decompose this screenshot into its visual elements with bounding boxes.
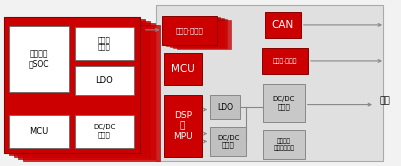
Bar [4, 17, 140, 153]
Text: 运算器件
比较器放大器: 运算器件 比较器放大器 [273, 139, 294, 151]
Text: 摄像传感
器SOC: 摄像传感 器SOC [28, 49, 49, 69]
Text: 电池: 电池 [380, 97, 390, 106]
Bar [162, 16, 217, 45]
Bar [263, 130, 305, 159]
Text: DSP
或
MPU: DSP 或 MPU [173, 111, 192, 141]
Text: MCU: MCU [29, 127, 49, 136]
Text: DC/DC
转换器: DC/DC 转换器 [217, 135, 239, 148]
Bar [164, 95, 202, 157]
Bar [156, 5, 383, 161]
Bar [164, 53, 202, 85]
Text: 单化器
转换器: 单化器 转换器 [98, 36, 111, 50]
Bar [210, 95, 240, 119]
Text: LDO: LDO [95, 76, 113, 85]
Text: 单化器·转换器: 单化器·转换器 [176, 27, 203, 34]
Text: DC/DC
转换器: DC/DC 转换器 [93, 124, 115, 138]
Bar [262, 48, 308, 74]
Text: DC/DC
转换器: DC/DC 转换器 [273, 96, 295, 110]
Text: CAN: CAN [271, 20, 294, 30]
Text: 单化器·解用器: 单化器·解用器 [273, 58, 297, 64]
Bar [75, 115, 134, 148]
Bar [177, 20, 231, 49]
Bar [9, 19, 145, 155]
Bar [263, 84, 305, 122]
Text: MCU: MCU [171, 64, 194, 74]
Text: LDO: LDO [217, 103, 233, 112]
Bar [9, 115, 69, 148]
Bar [9, 26, 69, 92]
Bar [173, 19, 227, 48]
Bar [166, 17, 220, 46]
Bar [75, 66, 134, 95]
Bar [265, 12, 301, 38]
Bar [18, 23, 155, 159]
Bar [14, 21, 150, 157]
Bar [23, 25, 160, 161]
Bar [75, 27, 134, 60]
Bar [170, 18, 224, 47]
Bar [210, 127, 246, 156]
